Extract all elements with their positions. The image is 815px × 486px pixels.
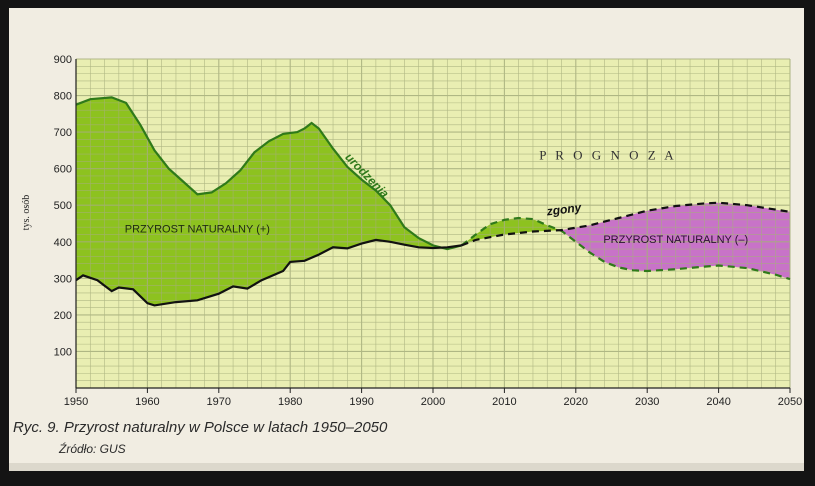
deaths-line bbox=[75, 238, 462, 307]
x-tick-label: 1960 bbox=[135, 396, 159, 408]
population-chart: 1950 1960 1970 1980 1990 2000 2010 2020 2030 2040… bbox=[21, 54, 802, 408]
x-tick-label: 1990 bbox=[349, 396, 373, 408]
x-tick-label: 2030 bbox=[635, 396, 659, 408]
forecast-label: P R O G N O Z A bbox=[539, 148, 676, 163]
births-forecast-line bbox=[460, 216, 791, 281]
negative-growth-label: PRZYROST NATURALNY (–) bbox=[603, 234, 748, 246]
y-tick-label: 400 bbox=[54, 237, 72, 249]
positive-growth-label: PRZYROST NATURALNY (+) bbox=[125, 224, 270, 236]
x-tick-label: 2040 bbox=[706, 396, 730, 408]
x-tick-label: 2000 bbox=[421, 396, 445, 408]
x-tick-label: 1980 bbox=[278, 396, 302, 408]
y-tick-label: 200 bbox=[54, 310, 72, 322]
y-tick-label: 300 bbox=[54, 273, 72, 285]
deaths-series-label: zgony bbox=[545, 200, 583, 218]
figure-caption: Ryc. 9. Przyrost naturalny w Polsce w la… bbox=[13, 419, 388, 436]
y-axis-label: tys. osób bbox=[21, 195, 32, 231]
x-tick-label: 2050 bbox=[778, 396, 802, 408]
y-tick-label: 100 bbox=[54, 346, 72, 358]
y-tick-label: 800 bbox=[54, 91, 72, 103]
x-tick-label: 2010 bbox=[492, 396, 516, 408]
book-page: 1950 1960 1970 1980 1990 2000 2010 2020 2030 2040… bbox=[9, 8, 804, 471]
figure-source: Źródło: GUS bbox=[59, 442, 126, 456]
x-tick-label: 1970 bbox=[207, 396, 231, 408]
positive-growth-area-forecast bbox=[461, 218, 558, 246]
x-tick-label: 2020 bbox=[564, 396, 588, 408]
y-tick-label: 600 bbox=[54, 164, 72, 176]
grid-lines bbox=[75, 58, 791, 389]
deaths-forecast-line bbox=[461, 201, 791, 247]
y-tick-label: 500 bbox=[54, 200, 72, 212]
y-tick-label: 900 bbox=[54, 54, 72, 66]
y-tick-label: 700 bbox=[54, 127, 72, 139]
x-tick-label: 1950 bbox=[64, 396, 88, 408]
births-line bbox=[75, 96, 462, 251]
